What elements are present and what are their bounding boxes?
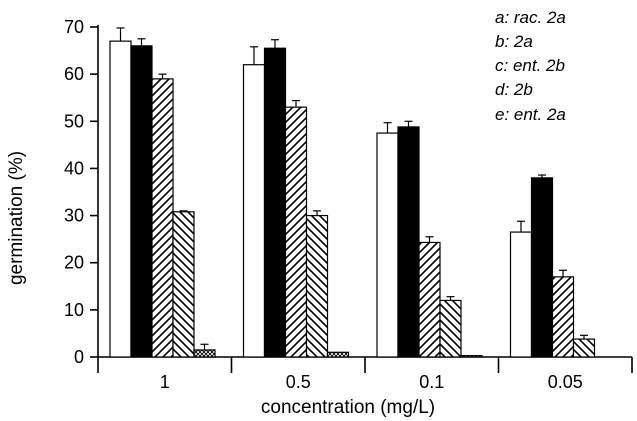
legend-entry-c: c: ent. 2b	[495, 56, 565, 75]
bar-b-0.5	[263, 47, 287, 358]
bar-c-0.1	[418, 241, 441, 358]
axes: 0 10 20 30 40 50 60 70 1 0.5 0.1 0.05	[64, 17, 633, 392]
bar-d-0.5	[305, 214, 329, 358]
bar-d-0.05	[572, 338, 596, 358]
x-axis-label: concentration (mg/L)	[261, 397, 435, 418]
y-tick-label: 50	[64, 111, 84, 131]
bar-e-1	[193, 349, 216, 358]
y-tick-label: 20	[64, 253, 84, 273]
legend-entry-a: a: rac. 2a	[495, 8, 566, 27]
bar-c-0.05	[551, 276, 575, 358]
bar-b-0.1	[397, 126, 420, 358]
x-tick-label: 1	[160, 372, 170, 392]
bar-a-0.05	[509, 231, 533, 358]
bar-d-0.1	[439, 299, 462, 358]
legend-entry-b: b: 2a	[495, 32, 533, 51]
bar-d-1	[172, 211, 195, 358]
y-tick-label: 70	[64, 17, 84, 37]
x-tick-label: 0.1	[419, 372, 444, 392]
legend-entry-d: d: 2b	[495, 80, 533, 99]
legend: a: rac. 2a b: 2a c: ent. 2b d: 2b e: ent…	[495, 8, 566, 124]
y-tick-label: 40	[64, 158, 84, 178]
y-tick-label: 60	[64, 64, 84, 84]
error-bars	[116, 27, 588, 350]
bar-c-1	[151, 78, 174, 358]
y-tick-label: 0	[74, 347, 84, 367]
bar-a-0.5	[242, 64, 266, 358]
bar-e-0.5	[326, 351, 350, 358]
y-tick-label: 30	[64, 206, 84, 226]
bar-b-1	[130, 45, 153, 358]
y-tick-label: 10	[64, 300, 84, 320]
bar-e-0.1	[460, 354, 483, 358]
bar-c-0.5	[284, 106, 308, 358]
legend-entry-e: e: ent. 2a	[495, 105, 566, 124]
bar-a-0.1	[376, 132, 399, 358]
x-tick-label: 0.5	[286, 372, 311, 392]
y-axis-label: germination (%)	[6, 151, 27, 285]
bar-b-0.05	[530, 177, 554, 358]
x-tick-label: 0.05	[548, 372, 583, 392]
bar-a-1	[109, 40, 132, 358]
